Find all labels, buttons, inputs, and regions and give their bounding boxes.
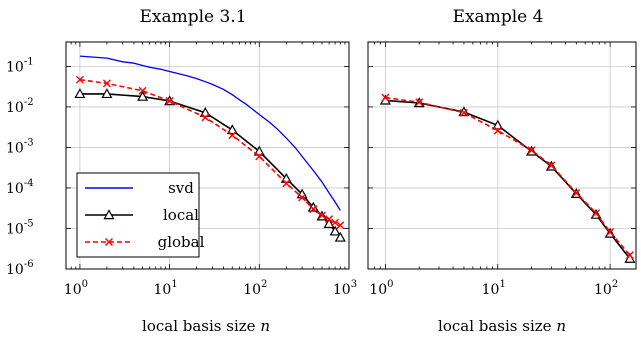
legend-box — [76, 172, 200, 258]
legend-marker-local — [103, 209, 115, 220]
series-global — [385, 96, 631, 256]
data-point-global — [298, 193, 307, 202]
data-point-global — [201, 113, 210, 122]
data-point-local — [334, 231, 346, 242]
chart-panel-example-3-1: Example 3.1 100 101 102 103 10-6 10-5 10-4 10-3 1… — [6, 7, 357, 335]
x-tick-label: 101 — [153, 279, 177, 298]
data-point-global — [459, 108, 468, 117]
y-tick-label: 10-6 — [6, 259, 34, 278]
data-point-global — [309, 205, 318, 214]
chart-panel-example-4: Example 4 100 101 102 local basis size n — [367, 7, 637, 335]
series-line-local — [385, 99, 631, 260]
y-tick-label: 10-3 — [6, 137, 34, 156]
x-tick-label: 102 — [243, 279, 267, 298]
series-local — [385, 99, 631, 260]
data-point-global — [625, 251, 634, 260]
data-point-global — [102, 79, 111, 88]
x-tick-label: 100 — [369, 279, 393, 298]
data-point-global — [592, 209, 601, 218]
series-line-global — [385, 96, 631, 256]
data-point-local — [329, 225, 341, 236]
data-point-global — [282, 179, 291, 188]
x-tick-label: 102 — [594, 279, 618, 298]
data-point-global — [228, 131, 237, 140]
data-point-local — [253, 145, 265, 156]
series-svd — [79, 55, 341, 211]
x-tick-label: 103 — [333, 279, 357, 298]
data-point-global — [331, 218, 340, 227]
plot-frame — [65, 41, 350, 270]
x-axis-label: local basis size n — [142, 317, 270, 335]
y-tick-label: 10-5 — [6, 218, 34, 237]
data-point-global — [138, 86, 147, 95]
data-point-global — [325, 215, 334, 224]
legend-marker-global — [105, 238, 113, 246]
legend-label-global: global — [158, 233, 205, 251]
data-point-local — [101, 88, 113, 99]
legend: svd local global — [76, 172, 205, 258]
series-line-svd — [79, 55, 341, 211]
data-point-global — [336, 221, 345, 230]
chart-title: Example 4 — [453, 7, 544, 27]
data-point-global — [415, 98, 424, 107]
data-point-global — [527, 146, 536, 155]
data-point-global — [606, 227, 615, 236]
y-tick-label: 10-1 — [6, 56, 34, 75]
chart-title: Example 3.1 — [139, 7, 246, 27]
data-point-global — [381, 93, 390, 102]
x-tick-label: 100 — [64, 279, 88, 298]
x-axis-label: local basis size n — [438, 317, 566, 335]
legend-label-svd: svd — [168, 179, 194, 197]
data-point-local — [492, 119, 504, 130]
legend-label-local: local — [163, 206, 199, 224]
x-tick-label: 101 — [482, 279, 506, 298]
data-point-local — [226, 124, 238, 135]
data-point-global — [493, 126, 502, 135]
y-tick-label: 10-4 — [6, 178, 34, 197]
data-point-local — [137, 90, 149, 101]
data-point-global — [75, 75, 84, 84]
data-point-global — [547, 161, 556, 170]
data-point-global — [318, 211, 326, 220]
plot-frame — [367, 41, 637, 270]
data-point-global — [165, 97, 174, 105]
data-point-local — [74, 88, 86, 99]
data-point-global — [572, 189, 581, 198]
y-tick-label: 10-2 — [6, 97, 34, 116]
data-point-global — [255, 152, 264, 161]
